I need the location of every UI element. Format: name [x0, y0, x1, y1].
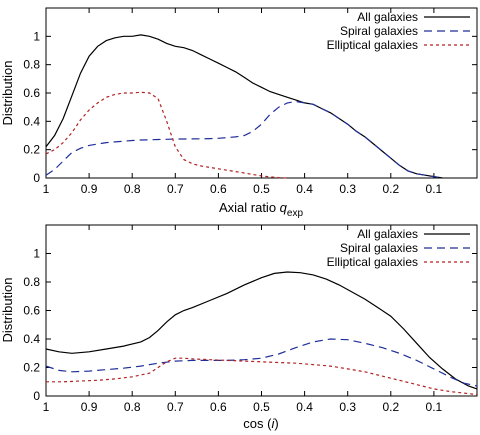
- top-xtick-label: 0.3: [339, 182, 356, 196]
- top-series-line-2: [45, 100, 443, 179]
- bottom-xtick-label: 0.1: [426, 400, 443, 414]
- bottom-xtick-label: 0.6: [210, 400, 227, 414]
- bottom-xtick-label: 0.3: [339, 400, 356, 414]
- bottom-chart-xlabel-end: ): [274, 416, 278, 431]
- top-chart-series: [45, 34, 443, 179]
- bottom-legend-label-1: All galaxies: [357, 227, 418, 241]
- bottom-ytick-label: 0.8: [23, 275, 40, 289]
- bottom-chart-series: [45, 271, 478, 396]
- bottom-ytick-label: 0.2: [23, 361, 40, 375]
- top-ytick-label: 0: [33, 171, 40, 185]
- bottom-ytick-label: 0.4: [23, 332, 40, 346]
- top-xtick-label: 0.2: [382, 182, 399, 196]
- top-ytick-label: 0.4: [23, 114, 40, 128]
- bottom-xtick-label: 0.5: [253, 400, 270, 414]
- top-chart-xlabel-main: Axial ratio: [219, 200, 280, 215]
- top-xtick-label: 0.8: [124, 182, 141, 196]
- top-chart-xlabel-sub: exp: [287, 208, 304, 219]
- top-chart-panel: 1 0.9 0.8 0.7 0.6 0.5 0.4 0.3 0.2 0.1 0 0.2 0.4 0.6 0.…: [0, 7, 478, 219]
- bottom-legend-label-2: Spiral galaxies: [340, 241, 418, 255]
- top-xtick-label: 0.4: [296, 182, 313, 196]
- top-xtick-label: 0.9: [81, 182, 98, 196]
- top-ytick-label: 0.2: [23, 143, 40, 157]
- bottom-ytick-label: 1: [33, 247, 40, 261]
- bottom-legend-label-3: Elliptical galaxies: [327, 255, 418, 269]
- top-chart-ticks: 1 0.9 0.8 0.7 0.6 0.5 0.4 0.3 0.2 0.1 0 0.2 0.4 0.6 0.…: [23, 8, 477, 196]
- top-xtick-label: 1: [43, 182, 50, 196]
- top-legend-label-1: All galaxies: [357, 10, 418, 24]
- bottom-series-line-2: [45, 338, 478, 387]
- bottom-chart-panel: 1 0.9 0.8 0.7 0.6 0.5 0.4 0.3 0.2 0.1 0 0.2 0.4 0.6 0.…: [0, 224, 478, 431]
- bottom-ytick-label: 0.6: [23, 304, 40, 318]
- top-legend-label-2: Spiral galaxies: [340, 24, 418, 38]
- top-xtick-label: 0.5: [253, 182, 270, 196]
- top-chart-xlabel-italic: q: [280, 200, 288, 215]
- bottom-ytick-label: 0: [33, 389, 40, 403]
- bottom-chart-xlabel-italic: i: [271, 416, 275, 431]
- top-legend-label-3: Elliptical galaxies: [327, 38, 418, 52]
- top-xtick-label: 0.6: [210, 182, 227, 196]
- bottom-chart-ticks: 1 0.9 0.8 0.7 0.6 0.5 0.4 0.3 0.2 0.1 0 0.2 0.4 0.6 0.…: [23, 225, 477, 414]
- bottom-xtick-label: 0.8: [124, 400, 141, 414]
- top-chart-xlabel: Axial ratio qexp: [219, 200, 303, 219]
- bottom-chart-ylabel: Distribution: [0, 277, 15, 342]
- top-series-line-1: [45, 34, 443, 179]
- bottom-series-line-1: [45, 271, 478, 390]
- top-chart-ylabel: Distribution: [0, 60, 15, 125]
- top-ytick-label: 0.6: [23, 86, 40, 100]
- top-xtick-label: 0.7: [167, 182, 184, 196]
- top-xtick-label: 0.1: [426, 182, 443, 196]
- bottom-xtick-label: 1: [43, 400, 50, 414]
- bottom-series-line-3: [46, 357, 478, 396]
- bottom-xtick-label: 0.2: [382, 400, 399, 414]
- top-series-line-3: [45, 91, 288, 179]
- bottom-chart-xlabel-main: cos (: [243, 416, 272, 431]
- bottom-xtick-label: 0.9: [81, 400, 98, 414]
- top-ytick-label: 0.8: [23, 58, 40, 72]
- bottom-xtick-label: 0.4: [296, 400, 313, 414]
- top-ytick-label: 1: [33, 29, 40, 43]
- bottom-xtick-label: 0.7: [167, 400, 184, 414]
- bottom-chart-xlabel: cos (i): [243, 416, 278, 431]
